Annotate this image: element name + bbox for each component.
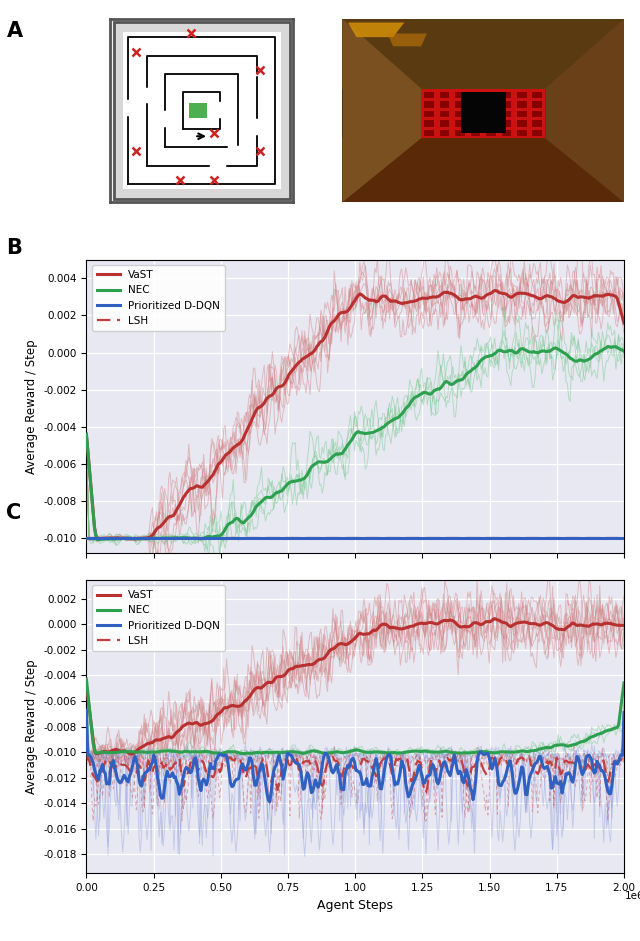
Bar [424,102,434,107]
Bar [440,111,449,118]
Bar [424,120,434,127]
Text: B: B [6,238,22,258]
Bar [532,111,542,118]
Bar [502,130,511,136]
Bar [517,120,527,127]
Bar [440,120,449,127]
Legend: VaST, NEC, Prioritized D-DQN, LSH: VaST, NEC, Prioritized D-DQN, LSH [92,585,225,651]
Text: 1e6: 1e6 [625,891,640,901]
Legend: VaST, NEC, Prioritized D-DQN, LSH: VaST, NEC, Prioritized D-DQN, LSH [92,265,225,331]
Bar [440,91,449,98]
Bar [470,120,481,127]
Bar [461,92,506,133]
Bar [440,130,449,136]
Bar [517,102,527,107]
Bar [486,91,496,98]
Bar [517,91,527,98]
Text: A: A [6,21,22,40]
Bar [486,111,496,118]
Bar [455,102,465,107]
Bar [455,111,465,118]
Polygon shape [342,19,421,202]
Bar [455,130,465,136]
Bar [470,91,481,98]
Bar [486,120,496,127]
Bar [502,111,511,118]
Bar [470,111,481,118]
Bar [424,91,434,98]
Bar [424,111,434,118]
Polygon shape [342,138,624,202]
Polygon shape [348,23,404,38]
Bar [486,102,496,107]
Bar [470,102,481,107]
Bar [532,91,542,98]
Y-axis label: Average Reward / Step: Average Reward / Step [25,339,38,473]
Bar [502,120,511,127]
Bar [470,130,481,136]
Bar [455,91,465,98]
X-axis label: Agent Steps: Agent Steps [317,899,393,912]
Polygon shape [545,19,624,202]
Bar [502,91,511,98]
Bar [517,111,527,118]
Bar [189,104,207,118]
Bar [440,102,449,107]
Polygon shape [342,19,624,88]
Text: C: C [6,503,22,523]
Bar [532,120,542,127]
Polygon shape [421,88,545,138]
Polygon shape [387,34,427,46]
Bar [502,102,511,107]
Bar [517,130,527,136]
Bar [532,130,542,136]
Bar [486,130,496,136]
Bar [424,130,434,136]
Bar [123,32,280,189]
Bar [532,102,542,107]
Y-axis label: Average Reward / Step: Average Reward / Step [25,660,38,794]
Bar [455,120,465,127]
